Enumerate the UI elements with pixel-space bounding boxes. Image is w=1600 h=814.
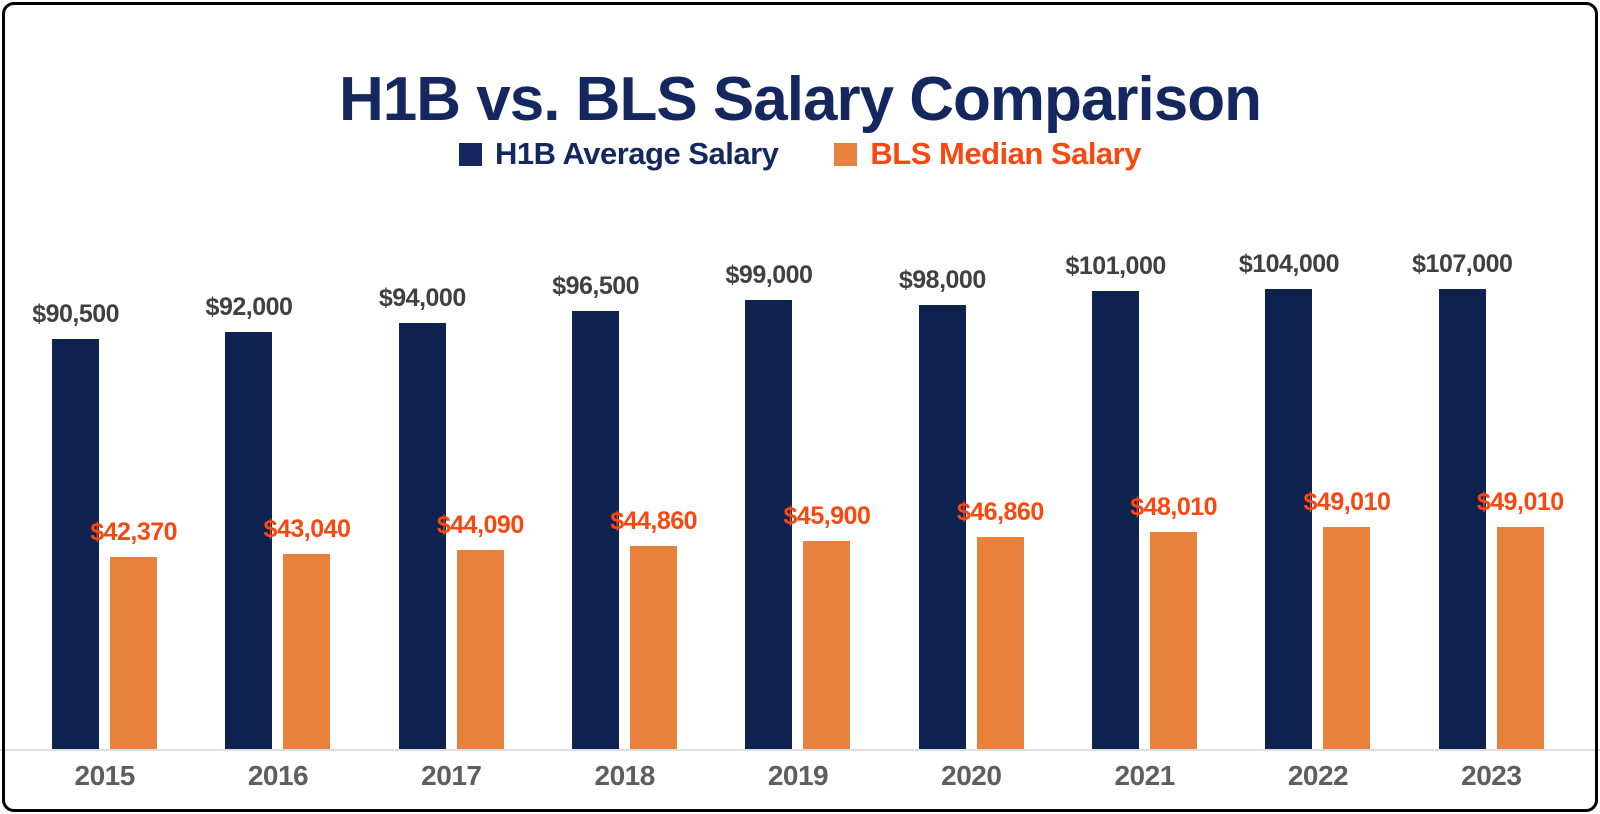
bar-h1b-2021 — [1092, 290, 1140, 750]
chart-title: H1B vs. BLS Salary Comparison — [339, 64, 1262, 134]
bar-col-bls-2019: $45,900 — [784, 250, 871, 750]
bar-bls-2017 — [456, 549, 504, 750]
bar-group-2017: $94,000 $44,090 — [365, 250, 538, 750]
value-label-h1b-2023: $107,000 — [1412, 250, 1513, 278]
bar-group-2022: $104,000 $49,010 — [1231, 250, 1404, 750]
value-label-h1b-2020: $98,000 — [898, 265, 986, 294]
bar-col-bls-2022: $49,010 — [1304, 250, 1391, 750]
bar-bls-2021 — [1150, 531, 1198, 750]
x-axis-line — [0, 749, 1600, 751]
bar-group-2016: $92,000 $43,040 — [191, 250, 364, 750]
value-label-bls-2015: $42,370 — [90, 518, 178, 547]
x-axis-label-2022: 2022 — [1287, 760, 1349, 791]
legend-swatch-bls-icon — [834, 142, 858, 166]
x-axis-label-2015: 2015 — [74, 760, 136, 791]
bar-col-h1b-2022: $104,000 — [1239, 250, 1340, 750]
bar-bls-2018 — [630, 546, 678, 750]
bar-col-h1b-2016: $92,000 — [206, 250, 293, 750]
x-axis-label-2018: 2018 — [594, 760, 656, 791]
bar-col-bls-2021: $48,010 — [1130, 250, 1218, 750]
legend-item-h1b: H1B Average Salary — [459, 136, 779, 172]
value-label-bls-2017: $44,090 — [436, 510, 524, 539]
legend-label-bls: BLS Median Salary — [870, 136, 1141, 171]
bar-h1b-2018 — [572, 311, 620, 750]
value-label-h1b-2018: $96,500 — [552, 272, 640, 301]
legend-item-bls: BLS Median Salary — [834, 136, 1141, 172]
bar-h1b-2023 — [1438, 289, 1486, 750]
value-label-bls-2022: $49,010 — [1303, 488, 1391, 517]
value-label-bls-2023: $49,010 — [1476, 488, 1564, 517]
bar-bls-2016 — [283, 554, 331, 750]
bar-bls-2020 — [976, 537, 1024, 750]
bar-group-2020: $98,000 $46,860 — [885, 250, 1058, 750]
value-label-bls-2021: $48,010 — [1130, 492, 1218, 521]
bar-col-h1b-2023: $107,000 — [1412, 250, 1513, 750]
bar-h1b-2017 — [398, 322, 446, 750]
value-label-h1b-2021: $101,000 — [1065, 251, 1166, 280]
bar-chart: $90,500 $42,370 $92,000 $43,040 $94,000 $44,0… — [18, 0, 1578, 814]
bar-col-bls-2020: $46,860 — [957, 250, 1044, 750]
bar-group-2023: $107,000 $49,010 — [1405, 250, 1578, 750]
value-label-h1b-2022: $104,000 — [1238, 250, 1340, 278]
bar-bls-2015 — [110, 557, 158, 750]
legend: H1B Average Salary BLS Median Salary — [0, 136, 1600, 172]
x-axis-labels: 2015 2016 2017 2018 2019 2020 2021 2022 2023 — [18, 760, 1578, 792]
bar-bls-2019 — [803, 541, 851, 750]
value-label-bls-2016: $43,040 — [263, 515, 351, 544]
bar-col-h1b-2019: $99,000 — [726, 250, 813, 750]
bar-bls-2023 — [1496, 527, 1544, 750]
bar-col-bls-2015: $42,370 — [90, 250, 178, 750]
value-label-h1b-2015: $90,500 — [32, 299, 120, 328]
bar-h1b-2019 — [745, 300, 793, 750]
bar-bls-2022 — [1323, 527, 1371, 750]
value-label-h1b-2017: $94,000 — [378, 283, 466, 312]
value-label-bls-2018: $44,860 — [610, 507, 698, 536]
bar-h1b-2016 — [225, 331, 273, 750]
x-axis-label-2023: 2023 — [1461, 760, 1522, 791]
bar-group-2018: $96,500 $44,860 — [538, 250, 711, 750]
bar-col-bls-2017: $44,090 — [437, 250, 524, 750]
bar-col-h1b-2021: $101,000 — [1065, 250, 1166, 750]
bar-h1b-2022 — [1265, 289, 1313, 750]
x-axis-label-2021: 2021 — [1114, 760, 1175, 791]
bar-col-h1b-2018: $96,500 — [552, 250, 640, 750]
bar-group-2019: $99,000 $45,900 — [711, 250, 884, 750]
bar-col-h1b-2015: $90,500 — [32, 250, 120, 750]
x-axis-label-2020: 2020 — [941, 760, 1002, 791]
bar-col-bls-2016: $43,040 — [264, 250, 351, 750]
value-label-bls-2020: $46,860 — [956, 498, 1044, 526]
x-axis-label-2017: 2017 — [421, 760, 482, 791]
x-axis-label-2019: 2019 — [767, 760, 829, 791]
bar-col-bls-2018: $44,860 — [610, 250, 698, 750]
bar-col-h1b-2017: $94,000 — [379, 250, 466, 750]
bar-group-2021: $101,000 $48,010 — [1058, 250, 1231, 750]
value-label-h1b-2019: $99,000 — [725, 261, 813, 289]
plot-area: $90,500 $42,370 $92,000 $43,040 $94,000 $44,0… — [18, 250, 1578, 750]
bar-col-h1b-2020: $98,000 — [899, 250, 986, 750]
bar-h1b-2015 — [52, 338, 100, 750]
legend-label-h1b: H1B Average Salary — [495, 136, 779, 171]
value-label-h1b-2016: $92,000 — [205, 292, 293, 321]
x-axis-label-2016: 2016 — [247, 760, 309, 791]
value-label-bls-2019: $45,900 — [783, 502, 871, 531]
bar-h1b-2020 — [918, 304, 966, 750]
bar-col-bls-2023: $49,010 — [1477, 250, 1564, 750]
bar-group-2015: $90,500 $42,370 — [18, 250, 191, 750]
legend-swatch-h1b-icon — [459, 142, 483, 166]
